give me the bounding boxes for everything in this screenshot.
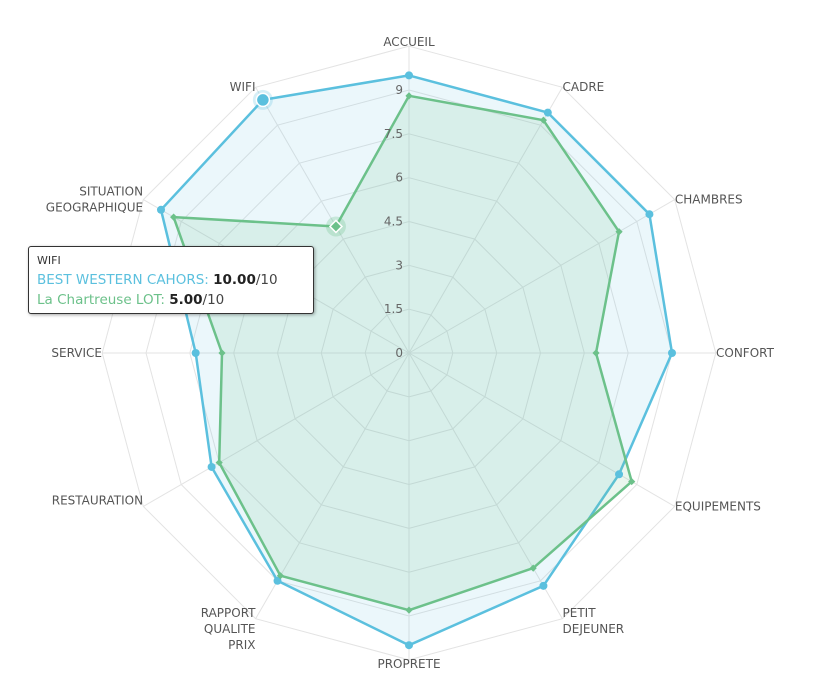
tooltip-title: WIFI (37, 254, 61, 267)
tick-label: 7.5 (384, 127, 403, 141)
tooltip-row-la-chartreuse: La Chartreuse LOT: 5.00/10 (37, 290, 305, 310)
series-point-la-chartreuse (328, 219, 344, 234)
series-point-best-western (191, 349, 200, 357)
chart-tooltip: WIFI BEST WESTERN CAHORS: 10.00/10 La Ch… (28, 246, 314, 314)
series-point-la-chartreuse (615, 228, 623, 236)
axis-label-line: ACCUEIL (383, 35, 435, 49)
series-point-la-chartreuse (529, 564, 537, 572)
series-point-la-chartreuse (405, 92, 413, 100)
axis-label-line: CADRE (563, 80, 605, 94)
series-point-best-western (405, 641, 413, 650)
tooltip-series-suffix: /10 (202, 292, 225, 308)
axis-label-line: EQUIPEMENTS (675, 500, 761, 514)
grid-spoke (255, 87, 410, 354)
axis-label: RESTAURATION (52, 494, 143, 508)
axis-label-line: WIFI (230, 80, 256, 94)
series-point-best-western (615, 470, 624, 479)
axis-label: RAPPORT QUALITE PRIX (201, 606, 256, 652)
axis-label: EQUIPEMENTS (675, 500, 761, 514)
axis-label-line: RESTAURATION (52, 494, 143, 508)
axis-label-line: PRIX (228, 638, 255, 652)
tick-label: 9 (395, 83, 403, 97)
tooltip-series-name: La Chartreuse LOT: (37, 292, 165, 308)
axis-label-line: SITUATION (79, 185, 143, 199)
tooltip-series-suffix: /10 (255, 272, 278, 288)
axis-label: CONFORT (716, 346, 775, 360)
axis-label-line: QUALITE (204, 622, 256, 636)
series-point-best-western (543, 108, 552, 117)
axis-label: SERVICE (51, 346, 102, 360)
series-point-best-western (255, 92, 271, 108)
series-point-best-western (156, 205, 165, 214)
axis-label-line: RAPPORT (201, 606, 256, 620)
axis-label: CHAMBRES (675, 193, 743, 207)
tick-label: 3 (395, 258, 403, 272)
tooltip-row-best-western: BEST WESTERN CAHORS: 10.00/10 (37, 270, 305, 290)
axis-label-line: GEOGRAPHIQUE (46, 201, 143, 215)
series-point-best-western (668, 349, 676, 357)
series-point-la-chartreuse (276, 572, 285, 580)
tick-label: 0 (395, 346, 403, 360)
axis-label: PROPRETE (377, 657, 440, 671)
grid-spoke (408, 87, 563, 354)
series-point-la-chartreuse (405, 606, 413, 614)
series-point-best-western (405, 71, 413, 80)
axis-label-line: CONFORT (716, 346, 775, 360)
grid-spoke (408, 199, 675, 354)
tooltip-series-name: BEST WESTERN CAHORS: (37, 272, 209, 288)
axis-label: ACCUEIL (383, 35, 435, 49)
series-point-best-western (273, 576, 282, 585)
series-point-la-chartreuse (170, 213, 178, 221)
axis-label-line: PROPRETE (377, 657, 440, 671)
series-point-la-chartreuse (218, 349, 226, 357)
series-point-la-chartreuse (592, 349, 600, 357)
series-point-la-chartreuse (215, 458, 223, 467)
tooltip-series-value: 10.00 (213, 272, 256, 288)
axis-label: WIFI (230, 80, 256, 94)
grid-spoke (408, 352, 563, 619)
axis-label: SITUATION GEOGRAPHIQUE (46, 185, 143, 215)
series-point-best-western (207, 462, 216, 471)
series-point-best-western (645, 210, 654, 219)
axis-label-line: CHAMBRES (675, 193, 743, 207)
axis-label: PETIT DEJEUNER (563, 606, 625, 636)
tick-label: 6 (395, 171, 403, 185)
tooltip-series-value: 5.00 (169, 292, 203, 308)
tick-label: 4.5 (384, 215, 403, 229)
series-point-best-western (539, 581, 548, 590)
axis-label-line: DEJEUNER (563, 622, 625, 636)
series-point-la-chartreuse (539, 116, 548, 124)
tick-label: 1.5 (384, 302, 403, 316)
axis-label-line: SERVICE (51, 346, 102, 360)
series-point-la-chartreuse (628, 477, 636, 486)
axis-label: CADRE (563, 80, 605, 94)
grid-spoke (143, 352, 410, 507)
axis-label-line: PETIT (563, 606, 597, 620)
